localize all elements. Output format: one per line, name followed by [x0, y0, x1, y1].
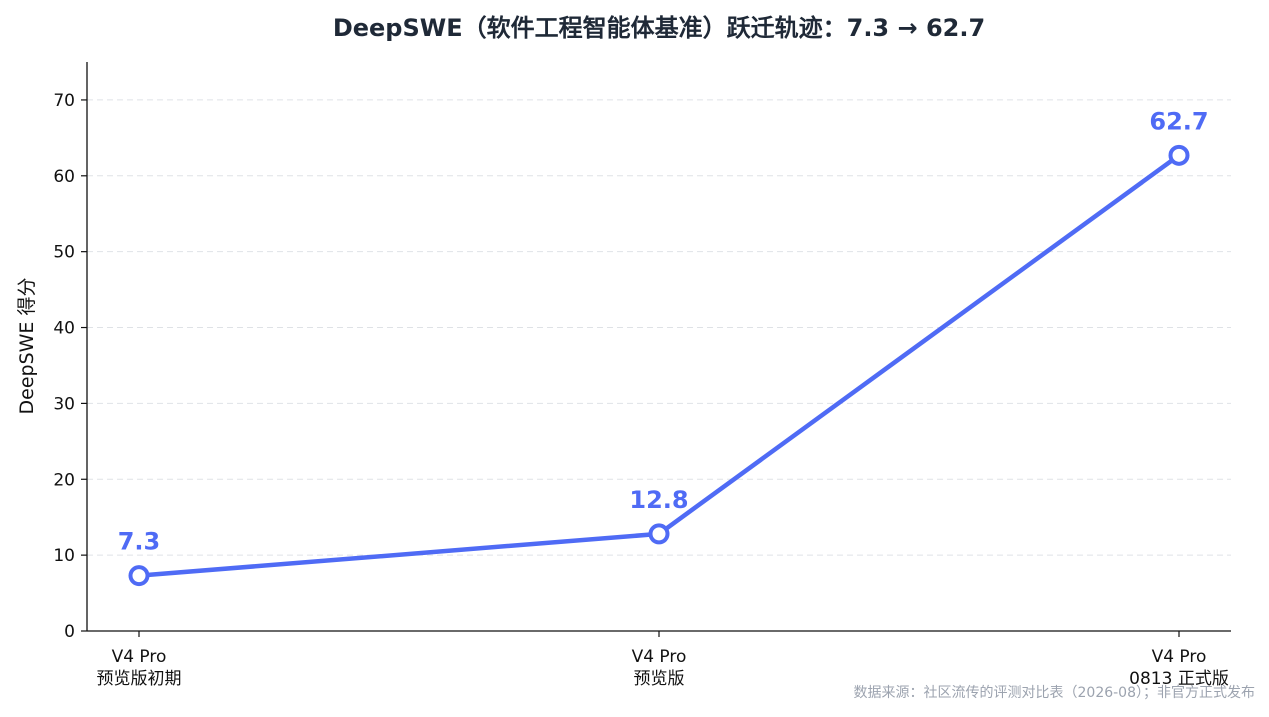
y-tick-label: 20: [53, 470, 75, 490]
y-tick-label: 0: [64, 622, 75, 642]
y-tick-label: 40: [53, 319, 75, 339]
y-axis-label: DeepSWE 得分: [16, 278, 38, 415]
data-point: [128, 565, 150, 587]
x-tick-label: 预览版: [634, 669, 685, 689]
y-tick-label: 30: [53, 394, 75, 414]
data-label: 12.8: [629, 486, 688, 514]
axes: [86, 62, 1231, 632]
y-tick-label: 50: [53, 243, 75, 263]
x-tick-label: 0813 正式版: [1129, 669, 1229, 689]
chart-title: DeepSWE（软件工程智能体基准）跃迁轨迹：7.3 → 62.7: [333, 14, 985, 42]
data-label: 62.7: [1149, 107, 1208, 135]
data-label: 7.3: [118, 528, 161, 556]
y-tick-label: 70: [53, 91, 75, 111]
y-ticks: 0 10 20 30 40 50 60 70: [53, 91, 87, 642]
y-tick-label: 60: [53, 167, 75, 187]
x-tick-label: V4 Pro: [112, 647, 167, 667]
source-note: 数据来源：社区流传的评测对比表（2026-08）；非官方正式发布: [854, 685, 1256, 701]
data-point: [1168, 144, 1190, 166]
gridlines: [87, 99, 1231, 556]
x-tick-label: 预览版初期: [97, 669, 182, 689]
x-tick-label: V4 Pro: [632, 647, 687, 667]
series-group: 7.3 12.8 62.7: [118, 107, 1209, 587]
data-point: [648, 523, 670, 545]
y-tick-label: 10: [53, 546, 75, 566]
x-tick-label: V4 Pro: [1152, 647, 1207, 667]
